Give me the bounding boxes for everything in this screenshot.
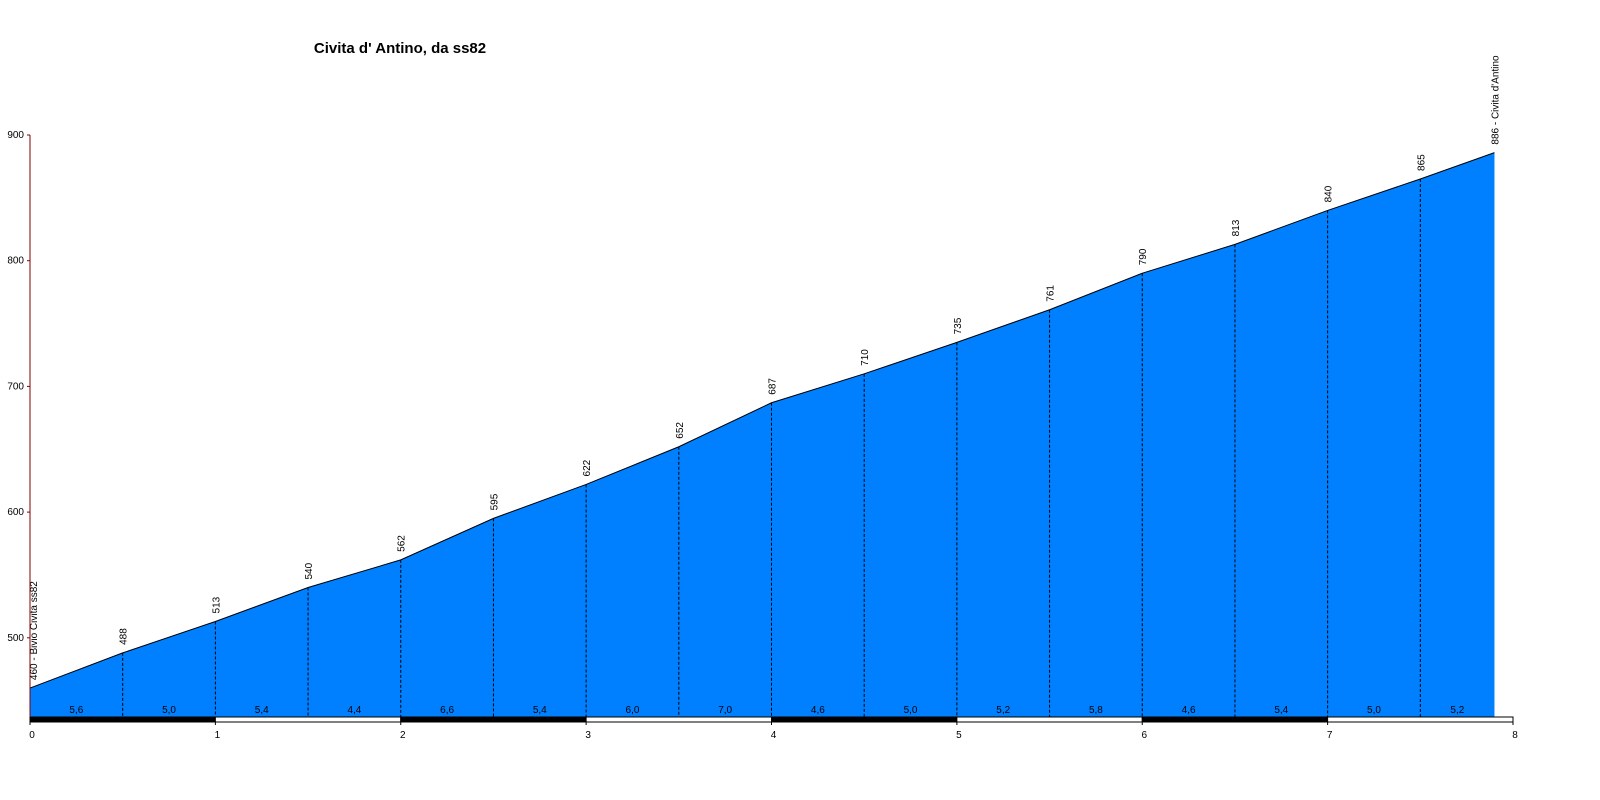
distance-strip xyxy=(214,716,402,723)
value-label: 710 xyxy=(860,349,871,366)
gradient-label: 5,0 xyxy=(162,705,176,716)
x-tick-label: 6 xyxy=(1141,730,1147,741)
distance-strip xyxy=(1327,716,1514,723)
value-label: 488 xyxy=(119,628,130,645)
gradient-label: 5,0 xyxy=(904,705,918,716)
elevation-line xyxy=(29,152,1495,689)
gradient-label: 5,2 xyxy=(1450,705,1464,716)
area-fill xyxy=(30,152,1495,717)
x-tick-label: 2 xyxy=(400,730,406,741)
y-tick-label: 700 xyxy=(7,381,24,392)
y-tick-label: 500 xyxy=(7,633,24,644)
gradient-label: 5,6 xyxy=(69,705,83,716)
gradient-label: 5,4 xyxy=(1274,705,1288,716)
distance-strip xyxy=(400,716,587,723)
value-label: 595 xyxy=(489,493,500,510)
value-label: 622 xyxy=(582,459,593,476)
y-tick-label: 900 xyxy=(7,130,24,141)
distance-strip xyxy=(956,716,1143,723)
gradient-label: 4,4 xyxy=(347,705,361,716)
x-tick-label: 0 xyxy=(29,730,35,741)
x-tick-label: 5 xyxy=(956,730,962,741)
distance-strip xyxy=(1141,716,1329,723)
value-label: 865 xyxy=(1416,154,1427,171)
gradient-label: 5,4 xyxy=(255,705,269,716)
x-tick-label: 3 xyxy=(585,730,591,741)
distance-strip xyxy=(585,716,772,723)
y-tick-label: 600 xyxy=(7,507,24,518)
value-label: 840 xyxy=(1324,185,1335,202)
value-label: 761 xyxy=(1046,285,1057,302)
gradient-label: 4,6 xyxy=(811,705,825,716)
value-label: 652 xyxy=(675,422,686,439)
value-label: 735 xyxy=(953,317,964,334)
gradient-label: 5,0 xyxy=(1367,705,1381,716)
distance-strip xyxy=(29,716,216,723)
value-label: 790 xyxy=(1138,248,1149,265)
chart-title: Civita d' Antino, da ss82 xyxy=(314,40,486,57)
value-label: 540 xyxy=(304,562,315,579)
y-tick-label: 800 xyxy=(7,256,24,267)
gradient-label: 5,2 xyxy=(996,705,1010,716)
gradient-label: 4,6 xyxy=(1182,705,1196,716)
gradient-label: 5,4 xyxy=(533,705,547,716)
gradient-label: 6,6 xyxy=(440,705,454,716)
value-label: 813 xyxy=(1231,219,1242,236)
value-label: 886 - Civita d'Antino xyxy=(1490,55,1501,145)
value-label: 460 - Bivio Civita ss82 xyxy=(29,581,40,680)
x-tick-label: 8 xyxy=(1512,730,1518,741)
x-tick-label: 1 xyxy=(215,730,221,741)
x-tick-label: 7 xyxy=(1327,730,1333,741)
value-label: 687 xyxy=(768,378,779,395)
value-label: 562 xyxy=(397,535,408,552)
distance-strip xyxy=(771,716,958,723)
value-label: 513 xyxy=(211,596,222,613)
gradient-label: 7,0 xyxy=(718,705,732,716)
gradient-label: 6,0 xyxy=(626,705,640,716)
gradient-label: 5,8 xyxy=(1089,705,1103,716)
x-tick-label: 4 xyxy=(771,730,777,741)
